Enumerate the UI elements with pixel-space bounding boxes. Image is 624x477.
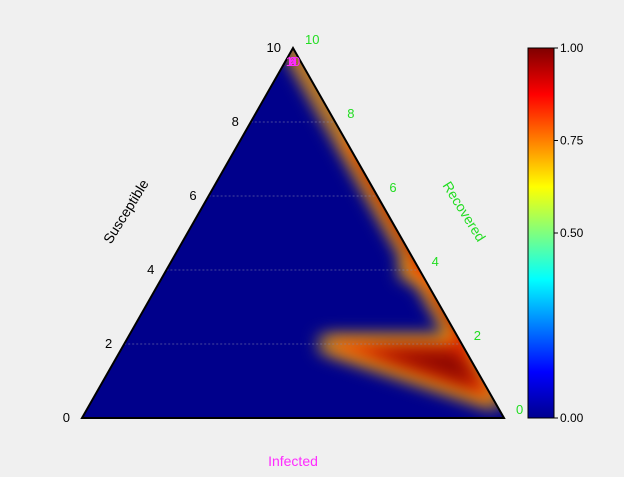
triangle-background	[82, 48, 504, 418]
colorbar-tick-label: 1.00	[560, 41, 584, 55]
left-tick-label: 8	[232, 114, 239, 129]
left-tick-label: 0	[63, 410, 70, 425]
left-tick-label: 10	[267, 40, 281, 55]
bottom-tick-label: 4	[289, 54, 296, 69]
left-tick-label: 2	[105, 336, 112, 351]
right-tick-label: 4	[432, 254, 439, 269]
colorbar-ticks: 0.00 0.50 0.75 1.00	[554, 41, 584, 425]
colorbar-tick-label: 0.00	[560, 411, 584, 425]
bottom-tick-label: 8	[289, 54, 296, 69]
bottom-tick-label: 6	[289, 54, 296, 69]
triangle-border	[80, 45, 506, 419]
right-axis-ticks: 0 2 4 6 8 10	[305, 32, 523, 417]
bottom-tick-label: 10	[286, 54, 300, 69]
right-tick-label: 0	[516, 402, 523, 417]
bottom-tick-label: 0	[289, 54, 296, 69]
bottom-tick-label: 2	[289, 54, 296, 69]
right-tick-label: 6	[389, 180, 396, 195]
right-axis-label: Recovered	[440, 178, 489, 244]
right-tick-label: 2	[474, 328, 481, 343]
colorbar-tick-label: 0.50	[560, 226, 584, 240]
colorbar-gradient	[527, 47, 555, 419]
colorbar: 0.00 0.50 0.75 1.00	[527, 41, 584, 425]
right-tick-label: 8	[347, 106, 354, 121]
left-axis-label: Susceptible	[100, 176, 152, 246]
right-tick-label: 10	[305, 32, 319, 47]
left-tick-label: 6	[189, 188, 196, 203]
left-axis-ticks: 0 2 4 6 8 10	[63, 40, 281, 425]
left-tick-label: 4	[147, 262, 154, 277]
bottom-axis-label: Infected	[268, 453, 318, 469]
colorbar-tick-label: 0.75	[560, 134, 584, 148]
